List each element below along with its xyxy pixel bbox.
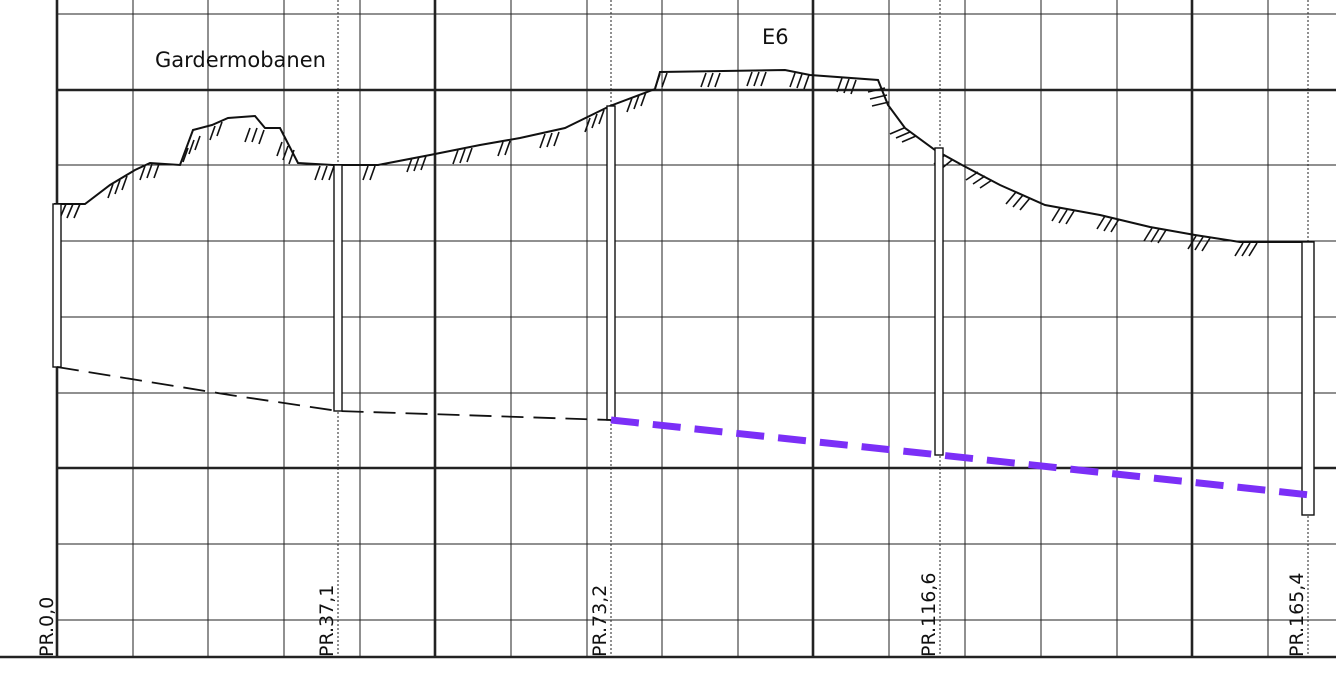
road-label: E6 <box>762 25 789 49</box>
borehole-rod-pr-73 <box>606 105 616 421</box>
terrain-line <box>54 68 1312 243</box>
terrain-hatching <box>59 71 1258 257</box>
borehole-rod-pr-116 <box>934 147 944 456</box>
borehole-rods <box>52 105 1315 516</box>
grid <box>0 0 1336 659</box>
borehole-rod-pr-0 <box>52 203 62 368</box>
borehole-labels: PR.0,0 PR.37,1 PR.73,2 PR.116,6 PR.165,4 <box>36 573 1308 657</box>
borehole-rod-pr-37 <box>333 164 343 412</box>
railway-label: Gardermobanen <box>155 48 326 72</box>
rock-surface-highlight <box>610 416 1311 499</box>
borehole-label-pr-0: PR.0,0 <box>36 597 58 657</box>
borehole-label-pr-165: PR.165,4 <box>1286 573 1308 657</box>
borehole-label-pr-37: PR.37,1 <box>316 585 338 657</box>
borehole-rod-pr-165 <box>1301 241 1315 516</box>
rock-surface-line <box>56 366 612 421</box>
borehole-label-pr-116: PR.116,6 <box>918 573 940 657</box>
borehole-label-pr-73: PR.73,2 <box>589 585 611 657</box>
